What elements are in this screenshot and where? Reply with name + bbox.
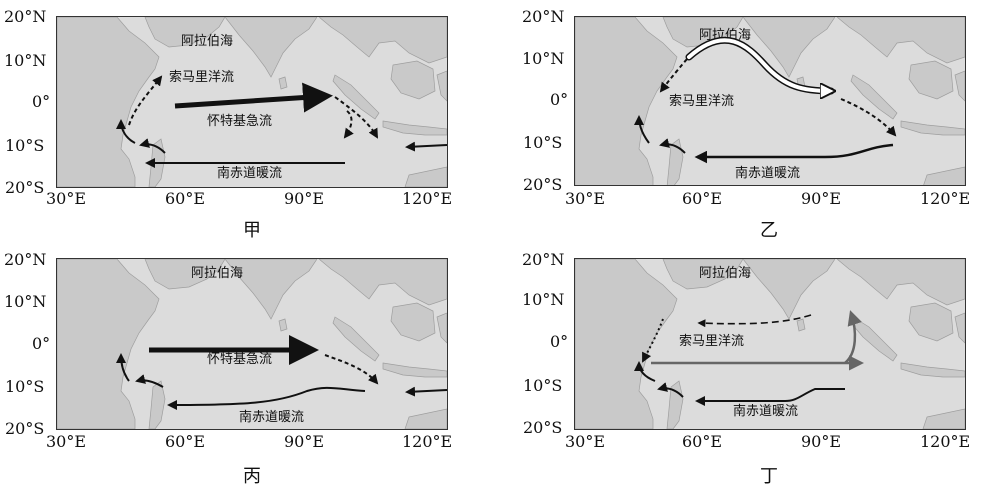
south-equatorial-current-label: 南赤道暖流: [733, 403, 798, 419]
sumatra-branch-arrow: [844, 310, 862, 364]
panel-caption: 丙: [243, 466, 261, 487]
indonesian-branch-arrow: [840, 98, 897, 137]
lon-label-90e: 90°E: [801, 432, 842, 451]
south-equatorial-current-label: 南赤道暖流: [217, 165, 282, 181]
monsoon-current-arrow: [687, 38, 831, 91]
coastal-current-arrow: [116, 119, 136, 144]
south-equatorial-current-label: 南赤道暖流: [239, 409, 304, 425]
lon-label-60e: 60°E: [682, 189, 723, 208]
map-jia: 阿拉伯海 索马里洋流 怀特基急流 南赤道暖流: [56, 16, 448, 188]
south-equatorial-current-arrow: [167, 386, 366, 410]
lat-label-10s: 10°S: [5, 136, 45, 155]
lon-label-90e: 90°E: [801, 189, 842, 208]
somali-current-label: 索马里洋流: [679, 334, 744, 349]
lon-label-60e: 60°E: [165, 432, 206, 451]
somali-current-arrow: [659, 58, 688, 93]
somali-current-arrow: [697, 314, 812, 328]
panel-caption: 丁: [760, 466, 778, 487]
lat-label-20s: 20°S: [5, 419, 45, 438]
coastal-current-arrow: [116, 353, 130, 382]
lon-label-30e: 30°E: [46, 189, 87, 208]
wyrtki-jet-label: 怀特基急流: [207, 352, 272, 367]
lon-label-120e: 120°E: [920, 432, 971, 451]
lat-label-20s: 20°S: [5, 178, 45, 197]
arabian-sea-label: 阿拉伯海: [191, 266, 243, 281]
monsoon-current-outline: [685, 36, 835, 95]
inflow-arrow: [405, 386, 447, 397]
wyrtki-jet-label: 怀特基急流: [207, 114, 272, 129]
south-equatorial-current-arrow: [695, 388, 845, 406]
lon-label-90e: 90°E: [284, 189, 325, 208]
lon-label-60e: 60°E: [682, 432, 723, 451]
lat-label-0: 0°: [32, 92, 51, 111]
madagascar-current-arrow: [139, 138, 166, 154]
lon-label-30e: 30°E: [46, 432, 87, 451]
lon-label-120e: 120°E: [920, 189, 971, 208]
somali-current-label: 索马里洋流: [669, 94, 734, 109]
panel-caption: 乙: [760, 220, 778, 241]
lat-label-20n: 20°N: [522, 7, 565, 26]
map-yi: 阿拉伯海 索马里洋流 南赤道暖流: [574, 16, 966, 186]
coastal-current-arrow: [634, 115, 650, 144]
coastal-current-arrow: [634, 361, 656, 382]
lat-label-10n: 10°N: [4, 51, 47, 70]
lon-label-120e: 120°E: [402, 432, 453, 451]
lat-label-0: 0°: [550, 332, 569, 351]
south-equatorial-current-label: 南赤道暖流: [735, 165, 800, 181]
lat-label-20n: 20°N: [4, 7, 47, 26]
lat-label-10n: 10°N: [522, 49, 565, 68]
inflow-arrow: [405, 141, 447, 152]
map-bing: 阿拉伯海 怀特基急流 南赤道暖流: [56, 258, 448, 430]
lat-label-20s: 20°S: [523, 175, 563, 194]
somali-current-label: 索马里洋流: [169, 70, 234, 85]
lat-label-20s: 20°S: [523, 418, 563, 437]
somali-current-arrow: [128, 75, 163, 126]
south-equatorial-current-arrow: [694, 143, 894, 164]
lon-label-60e: 60°E: [165, 189, 206, 208]
lon-label-30e: 30°E: [565, 432, 606, 451]
lat-label-0: 0°: [32, 334, 51, 353]
lat-label-20n: 20°N: [4, 250, 47, 269]
madagascar-current-arrow: [659, 138, 686, 154]
arabian-sea-label: 阿拉伯海: [181, 34, 233, 49]
madagascar-current-arrow: [135, 374, 164, 388]
arabian-sea-label: 阿拉伯海: [699, 266, 751, 281]
map-ding: 阿拉伯海 索马里洋流 南赤道暖流: [574, 258, 966, 430]
sumatra-branch-arrow: [324, 354, 379, 385]
lon-label-120e: 120°E: [402, 189, 453, 208]
madagascar-current-arrow: [657, 382, 684, 398]
lat-label-20n: 20°N: [522, 250, 565, 269]
lat-label-10s: 10°S: [5, 377, 45, 396]
lon-label-30e: 30°E: [565, 189, 606, 208]
lon-label-90e: 90°E: [284, 432, 325, 451]
lat-label-10n: 10°N: [522, 290, 565, 309]
lat-label-10n: 10°N: [4, 292, 47, 311]
lat-label-10s: 10°S: [523, 133, 563, 152]
sumatra-branch-arrow: [343, 110, 354, 139]
lat-label-10s: 10°S: [523, 376, 563, 395]
lat-label-0: 0°: [550, 90, 569, 109]
panel-caption: 甲: [243, 220, 261, 241]
wyrtki-jet-arrow: [174, 82, 333, 113]
